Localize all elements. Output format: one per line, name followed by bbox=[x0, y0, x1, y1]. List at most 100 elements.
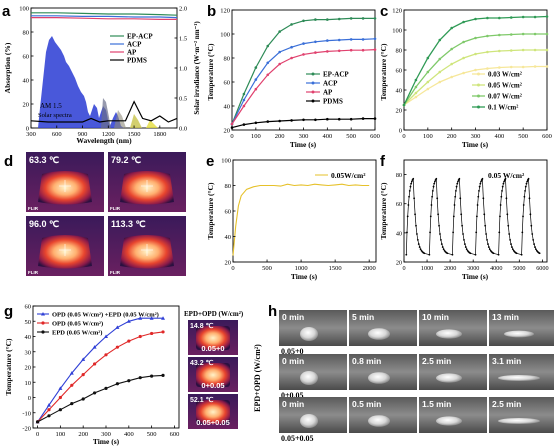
data-point bbox=[509, 238, 511, 241]
data-point bbox=[499, 215, 501, 218]
data-point bbox=[486, 238, 488, 241]
x-tick-label: 3000 bbox=[467, 265, 479, 272]
row-condition-label: 0.05+0.05 bbox=[281, 434, 314, 443]
data-point bbox=[426, 56, 430, 60]
y-axis-label-h: EPD+OPD (W/cm²) bbox=[253, 344, 262, 412]
x-ticks-f: 0 1000 2000 3000 4000 5000 6000 bbox=[402, 259, 549, 272]
data-point bbox=[487, 246, 490, 248]
y-tick-label: 80 bbox=[396, 172, 402, 179]
data-point bbox=[463, 238, 465, 241]
data-point bbox=[476, 204, 479, 206]
data-point bbox=[474, 17, 477, 21]
y-tick-label: 100 bbox=[392, 28, 402, 35]
photo-background bbox=[419, 397, 487, 433]
data-point bbox=[254, 87, 258, 91]
data-point bbox=[501, 185, 504, 188]
x-tick-label: 300 bbox=[299, 133, 309, 140]
data-point bbox=[302, 19, 305, 23]
y-tick-label: 40 bbox=[396, 88, 403, 95]
series-e bbox=[232, 183, 370, 256]
y-tick-label: 20 bbox=[224, 128, 231, 135]
data-point bbox=[46, 403, 51, 407]
data-point bbox=[266, 61, 270, 65]
data-point bbox=[458, 177, 461, 180]
data-point bbox=[430, 204, 433, 206]
solar-spectrum-band4 bbox=[130, 114, 142, 128]
data-point bbox=[104, 386, 108, 390]
data-point bbox=[58, 408, 62, 412]
droplet bbox=[498, 375, 540, 381]
data-point bbox=[464, 246, 467, 248]
data-point bbox=[474, 68, 477, 72]
y-ticks-f: 20 40 60 80 bbox=[396, 172, 407, 267]
data-point bbox=[532, 238, 535, 241]
y-tick-label: 100 bbox=[221, 158, 231, 165]
data-point bbox=[446, 252, 449, 255]
photo-background bbox=[489, 354, 554, 390]
data-point bbox=[462, 233, 464, 235]
thermal-temperature: 96.0 ℃ bbox=[29, 219, 59, 229]
x-tick-label: 4000 bbox=[490, 265, 502, 272]
y-tick-label: 40 bbox=[396, 230, 402, 237]
data-point bbox=[525, 182, 528, 185]
data-point bbox=[314, 18, 317, 21]
data-point bbox=[454, 189, 457, 192]
row-condition-label: 0.05+0 bbox=[281, 347, 304, 356]
data-point bbox=[486, 34, 489, 38]
data-point bbox=[454, 195, 457, 198]
data-point bbox=[419, 248, 422, 251]
data-point bbox=[487, 243, 489, 245]
legend-marker bbox=[311, 90, 315, 94]
x-ticks-a: 300 600 900 1200 1500 1800 bbox=[26, 125, 166, 138]
data-point bbox=[410, 182, 413, 185]
data-point bbox=[337, 49, 341, 53]
data-point bbox=[81, 397, 85, 401]
droplet-photo: 0 min bbox=[279, 397, 347, 433]
x-tick-label: 0 bbox=[36, 431, 39, 438]
data-point bbox=[459, 197, 462, 200]
y-tick-label: 80 bbox=[224, 56, 231, 63]
thermal-image: 43.2 ℃ 0+0.05 bbox=[188, 357, 238, 392]
thermal-temperature: 63.3 ℃ bbox=[29, 155, 59, 165]
elapsed-time: 2.5 min bbox=[422, 356, 451, 366]
series-line-ep-acp bbox=[31, 12, 178, 16]
data-point bbox=[423, 252, 426, 255]
x-tick-label: 1800 bbox=[153, 131, 166, 138]
droplet bbox=[436, 329, 462, 339]
data-point bbox=[479, 182, 482, 185]
data-point bbox=[452, 231, 455, 234]
elapsed-time: 1.5 min bbox=[422, 399, 451, 409]
y-ticks-b: 20 40 60 80 100 120 bbox=[220, 8, 235, 135]
annotation-am15: AM 1.5 bbox=[40, 102, 62, 110]
x-tick-label: 600 bbox=[542, 133, 552, 140]
data-point bbox=[529, 213, 532, 216]
y-tick-label: 30 bbox=[25, 349, 32, 356]
legend-entry: AP bbox=[127, 49, 137, 57]
series-line-ap bbox=[31, 17, 177, 20]
x-tick-label: 1200 bbox=[102, 131, 115, 138]
data-point bbox=[498, 16, 501, 20]
legend-entry: PDMS bbox=[127, 57, 147, 65]
data-point bbox=[462, 56, 465, 60]
x-tick-label: 0 bbox=[402, 133, 405, 140]
x-tick-label: 600 bbox=[52, 131, 62, 138]
x-tick-label: 1000 bbox=[421, 265, 433, 272]
series-line-pdms bbox=[30, 100, 178, 123]
x-tick-label: 2000 bbox=[444, 265, 456, 272]
data-point bbox=[453, 204, 456, 206]
data-point bbox=[138, 334, 142, 339]
x-axis-label-b: Time (s) bbox=[290, 140, 317, 149]
data-point bbox=[254, 121, 258, 125]
droplet-photo: 3.1 min bbox=[489, 354, 554, 390]
data-point bbox=[81, 373, 85, 377]
data-point bbox=[522, 204, 525, 206]
panel-letter-h: h bbox=[268, 303, 277, 320]
data-point bbox=[526, 180, 529, 183]
heated-sample bbox=[196, 363, 230, 387]
droplet-photo: 13 min bbox=[489, 310, 554, 346]
droplet-photo: 0 min bbox=[279, 310, 347, 346]
legend-text-e: 0.05W/cm² bbox=[331, 171, 366, 180]
data-point bbox=[486, 67, 489, 70]
